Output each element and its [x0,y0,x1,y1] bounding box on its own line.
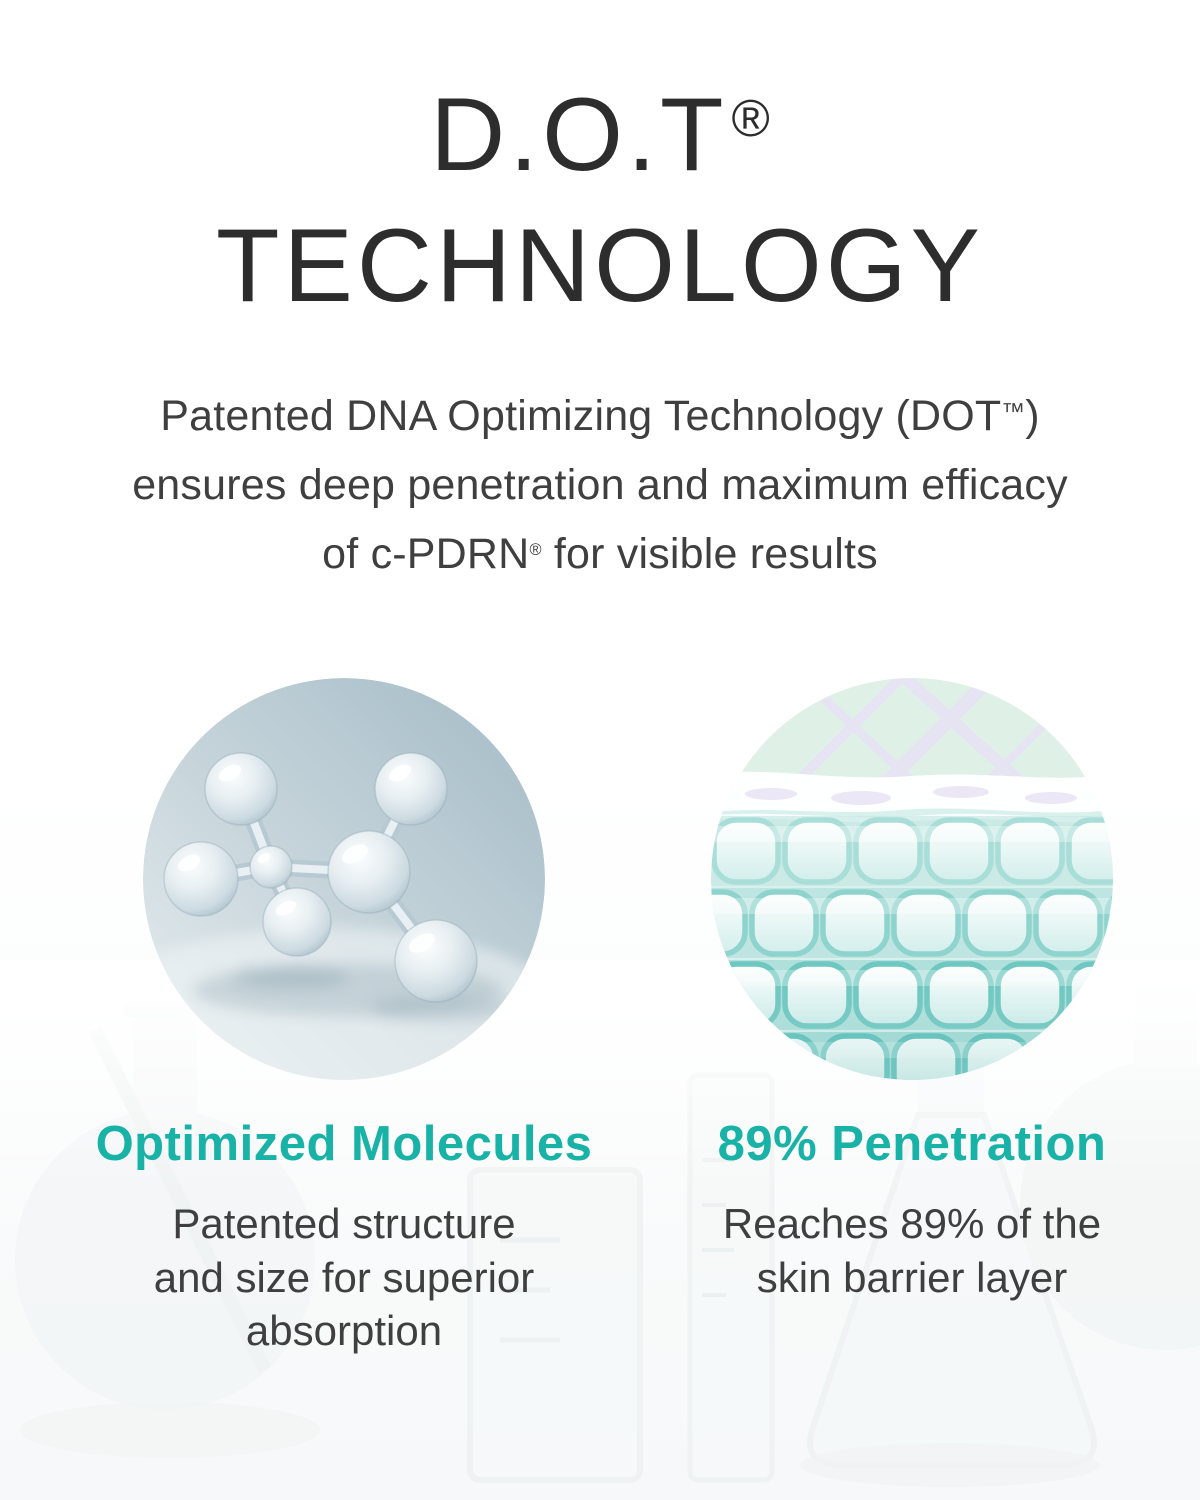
subtitle-paragraph: Patented DNA Optimizing Technology (DOT™… [0,382,1200,588]
skin-barrier-image [711,678,1113,1081]
molecule-3d-image [143,678,545,1081]
content: D.O.T® TECHNOLOGY Patented DNA Optimizin… [0,0,1200,1358]
feature-optimized-molecules: Optimized Molecules Patented structure a… [84,678,604,1358]
registered-mark-small-icon: ® [529,540,542,559]
feature-body: Reaches 89% of the skin barrier layer [722,1199,1102,1301]
title-word: D.O.T [430,77,728,193]
feature-row: Optimized Molecules Patented structure a… [0,678,1200,1358]
feature-89-penetration: 89% Penetration Reaches 89% of the skin … [652,678,1172,1358]
subtitle-line-1: Patented DNA Optimizing Technology (DOT™… [160,392,1040,441]
subtitle-line-2: ensures deep penetration and maximum eff… [132,460,1068,509]
subtitle-line-3: of c-PDRN® for visible results [322,529,878,578]
title-line-2: TECHNOLOGY [215,208,985,325]
registered-mark-icon: ® [731,89,770,148]
feature-heading: 89% Penetration [717,1117,1107,1172]
page-title: D.O.T® TECHNOLOGY [0,0,1200,332]
trademark-mark-icon: ™ [1001,399,1026,426]
feature-body: Patented structure and size for superior… [153,1199,535,1355]
feature-heading: Optimized Molecules [95,1117,593,1172]
title-line-1: D.O.T® [0,70,1200,201]
